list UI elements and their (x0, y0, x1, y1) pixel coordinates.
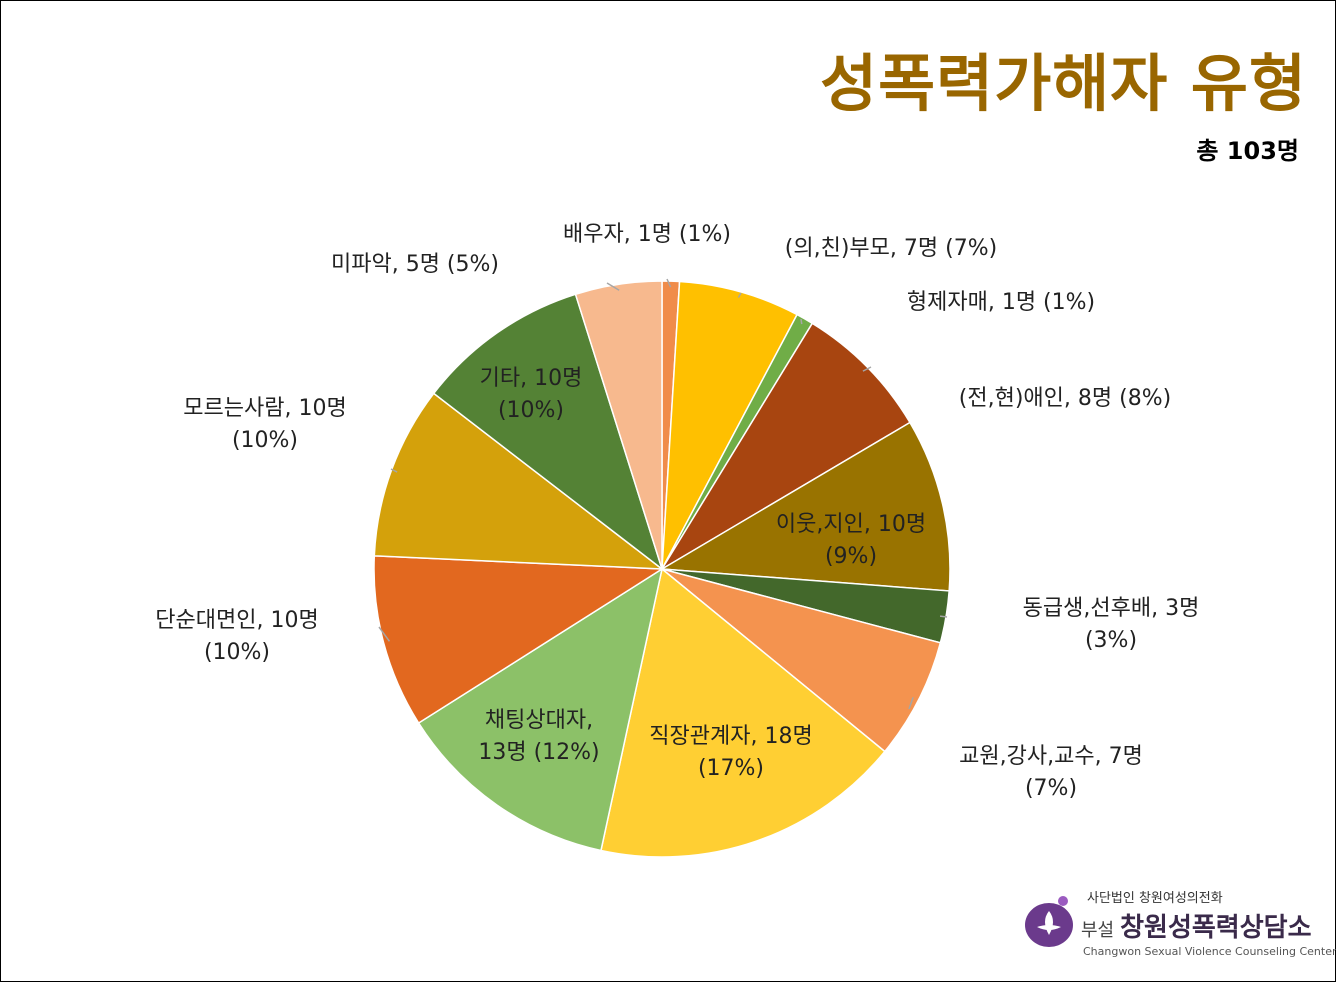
leader-line (606, 282, 620, 291)
pie-slice (661, 568, 942, 753)
leader-line (800, 318, 803, 325)
pie-slice (373, 555, 665, 725)
leader-line (666, 278, 672, 288)
leader-line (737, 292, 742, 298)
org-main-name: 창원성폭력상담소 (1120, 913, 1312, 943)
org-parent-name: 사단법인 창원여성의전화 (1087, 891, 1223, 906)
slice-label: (10%) (232, 428, 298, 453)
slice-label: 미파악, 5명 (5%) (331, 252, 499, 277)
leader-line (378, 626, 391, 642)
pie-slices (373, 280, 951, 858)
pie-slice (661, 322, 911, 570)
chart-title: 성폭력가해자 유형 (820, 47, 1307, 120)
slice-label: 동급생,선후배, 3명 (1023, 596, 1200, 621)
pie-slice (432, 293, 664, 572)
slice-label: 배우자, 1명 (1%) (563, 222, 731, 247)
slice-label: (3%) (1085, 628, 1137, 653)
slice-label: 채팅상대자, (485, 708, 593, 733)
org-prefix: 부설 (1081, 920, 1115, 941)
pie-slice (600, 567, 886, 858)
slice-label: (7%) (1025, 776, 1077, 801)
slice-label: (10%) (204, 640, 270, 665)
slice-label: (의,친)부모, 7명 (7%) (785, 236, 997, 261)
slice-label: (전,현)애인, 8명 (8%) (959, 386, 1171, 411)
slice-label: 기타, 10명 (480, 366, 583, 391)
pie-slice (661, 280, 799, 570)
leader-line (390, 468, 398, 473)
leader-line (939, 615, 948, 618)
org-logo: 사단법인 창원여성의전화 부설 창원성폭력상담소 Changwon Sexual … (1019, 885, 1336, 965)
pie-slice (659, 421, 951, 592)
leader-lines (378, 278, 948, 710)
leader-line (908, 697, 914, 710)
flower-logo-icon (1025, 896, 1073, 947)
slice-label: 13명 (12%) (478, 740, 599, 765)
pie-slice (574, 280, 663, 570)
slice-label: (9%) (825, 544, 877, 569)
slice-label: 이웃,지인, 10명 (776, 512, 926, 537)
org-name: 부설 창원성폭력상담소 (1081, 907, 1312, 944)
slice-labels: 배우자, 1명 (1%) (의,친)부모, 7명 (7%) 형제자매, 1명 (1%… (155, 222, 1199, 801)
slice-label: 교원,강사,교수, 7명 (959, 744, 1143, 769)
slice-label: (17%) (698, 756, 764, 781)
org-english-name: Changwon Sexual Violence Counseling Cent… (1083, 945, 1336, 958)
pie-slice (417, 567, 664, 852)
slice-label: 직장관계자, 18명 (649, 724, 812, 749)
leader-line (862, 366, 872, 372)
slice-label: 모르는사람, 10명 (183, 396, 346, 421)
slice-label: 형제자매, 1명 (1%) (907, 290, 1095, 315)
slice-label: 단순대면인, 10명 (155, 608, 318, 633)
slice-label: (10%) (498, 398, 564, 423)
total-count: 총 103명 (1196, 137, 1299, 165)
